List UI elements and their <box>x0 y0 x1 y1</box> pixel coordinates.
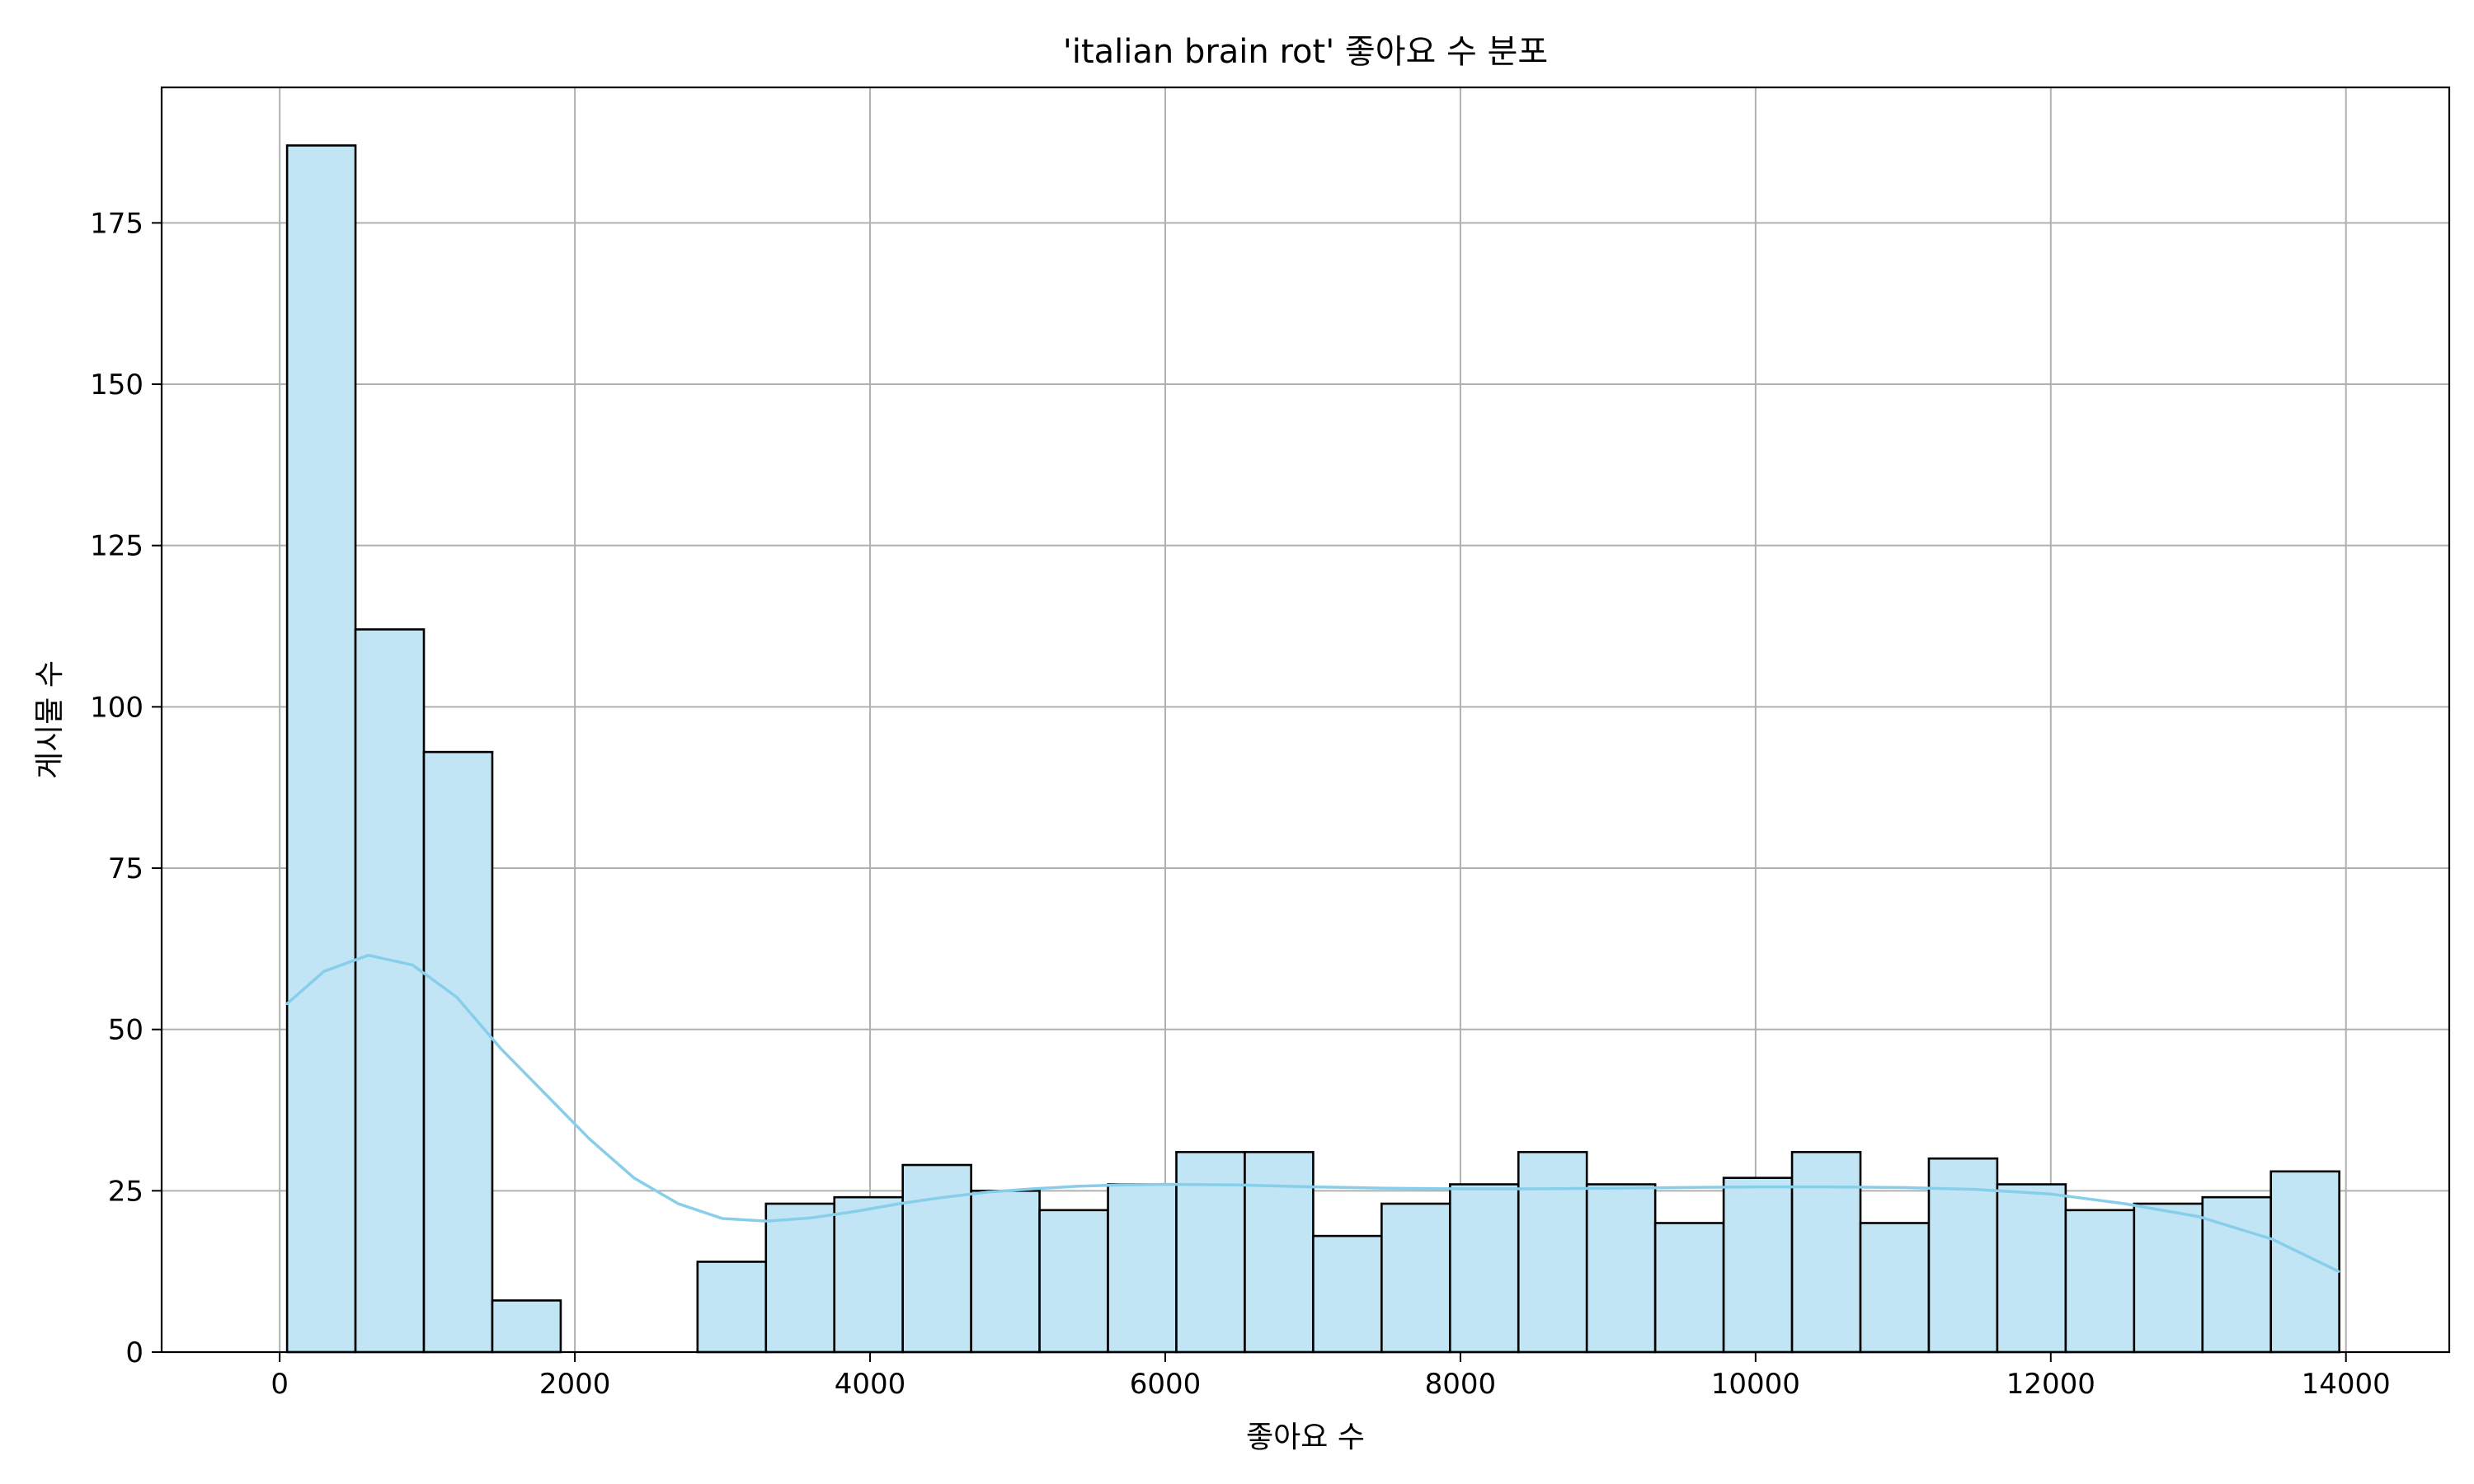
x-tick-label: 10000 <box>1711 1368 1800 1401</box>
y-tick-label: 175 <box>90 207 143 240</box>
histogram-bar <box>1996 1183 2067 1354</box>
y-tick-label: 150 <box>90 369 143 402</box>
y-tick-label: 75 <box>108 852 143 885</box>
histogram-bar <box>1722 1176 1794 1354</box>
histogram-bar <box>1038 1209 1109 1354</box>
y-axis-label: 게시물 수 <box>33 660 67 779</box>
histogram-bar <box>354 628 426 1354</box>
histogram-bar <box>696 1261 768 1354</box>
x-tick-label: 0 <box>270 1368 289 1401</box>
histogram-bar <box>764 1202 836 1354</box>
histogram-bar <box>901 1163 972 1354</box>
histogram-bar <box>422 750 494 1354</box>
histogram-bar <box>1653 1222 1725 1354</box>
histogram-bar <box>1380 1202 1451 1354</box>
histogram-bar <box>1585 1183 1657 1354</box>
chart-title: 'italian brain rot' 좋아요 수 분포 <box>1063 33 1548 71</box>
plot-frame <box>160 86 2451 1354</box>
histogram-bar <box>1859 1222 1931 1354</box>
x-tick-label: 2000 <box>539 1368 611 1401</box>
y-tick-label: 50 <box>108 1014 143 1047</box>
histogram-bar <box>2201 1195 2273 1354</box>
histogram-bar <box>833 1195 904 1354</box>
y-axis-ticks: 0 25 50 75 100 125 150 175 <box>90 207 162 1369</box>
histogram-bar <box>2133 1202 2204 1354</box>
x-axis-ticks: 0 2000 4000 6000 8000 10000 12000 14000 <box>270 1352 2391 1401</box>
histogram-bar <box>970 1190 1041 1354</box>
histogram-bar <box>2064 1209 2136 1354</box>
y-tick-label: 25 <box>108 1175 143 1208</box>
histogram-bar <box>491 1299 562 1354</box>
histogram-bar <box>2269 1170 2340 1354</box>
histogram-bar <box>1244 1151 1315 1354</box>
y-tick-label: 0 <box>125 1336 143 1369</box>
x-tick-label: 12000 <box>2006 1368 2095 1401</box>
histogram-bar <box>1107 1183 1178 1354</box>
histogram-bar <box>1448 1183 1520 1354</box>
x-tick-label: 14000 <box>2302 1368 2391 1401</box>
y-tick-label: 125 <box>90 530 143 563</box>
histogram-bar <box>285 144 357 1354</box>
x-tick-label: 4000 <box>835 1368 906 1401</box>
x-axis-label: 좋아요 수 <box>1246 1421 1365 1454</box>
histogram-bar <box>1790 1151 1862 1354</box>
y-tick-label: 100 <box>90 691 143 724</box>
kde-curve <box>285 953 2340 1273</box>
x-tick-label: 8000 <box>1425 1368 1497 1401</box>
histogram-bar <box>1175 1151 1246 1354</box>
x-tick-label: 6000 <box>1130 1368 1202 1401</box>
histogram-bars <box>285 144 2340 1354</box>
histogram-bar <box>1517 1151 1588 1354</box>
histogram-bar <box>1312 1234 1383 1354</box>
